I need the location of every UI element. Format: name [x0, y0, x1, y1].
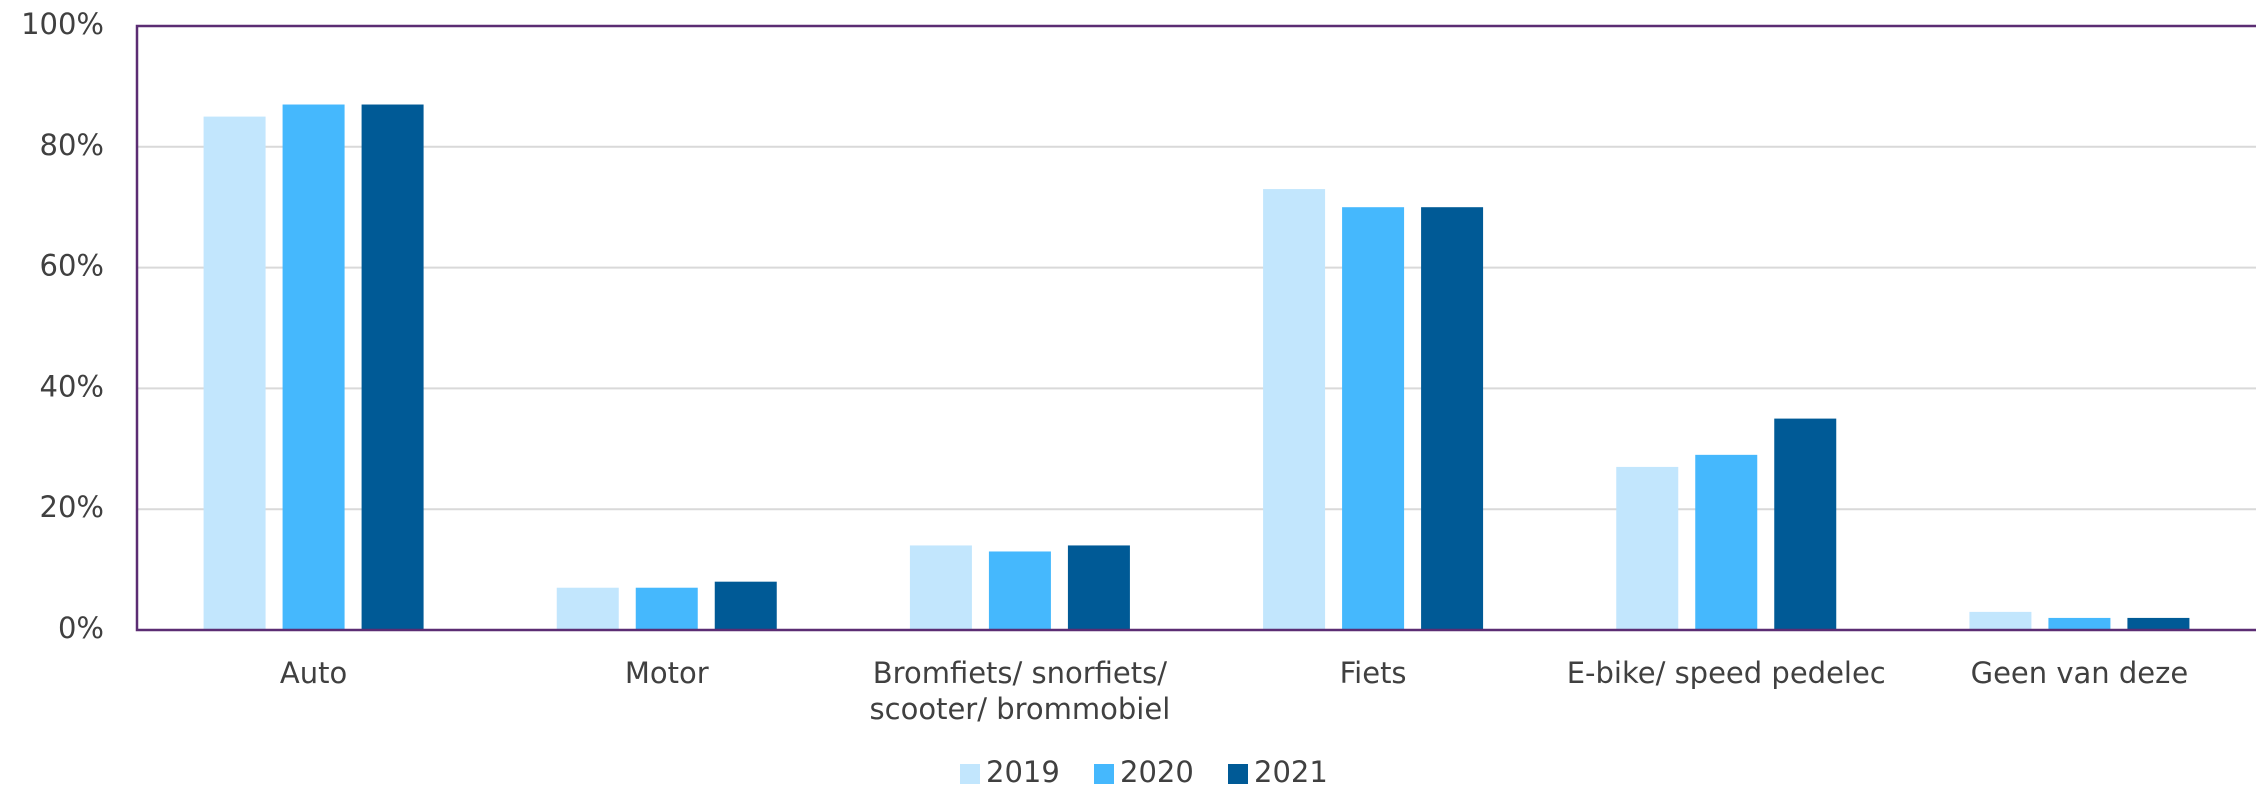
y-tick-label: 100% [21, 7, 104, 41]
bar [1969, 611, 2032, 630]
y-tick-label: 0% [58, 611, 104, 645]
bar [1774, 418, 1837, 630]
x-tick-label: Auto [279, 656, 348, 690]
bar [635, 587, 698, 630]
plot-border [135, 24, 2256, 632]
bar [909, 545, 972, 630]
y-tick-label: 60% [40, 249, 104, 283]
bar [2127, 617, 2190, 630]
bar [2048, 617, 2111, 630]
bar [1695, 454, 1758, 630]
legend-swatch [1094, 764, 1114, 784]
x-tick-label: Geen van deze [1970, 656, 2189, 690]
bar [1616, 466, 1679, 630]
y-tick-label: 40% [40, 369, 104, 403]
x-tick-label: Fiets [1339, 656, 1407, 690]
legend-label: 2019 [986, 755, 1060, 789]
bar [714, 581, 777, 630]
y-tick-label: 20% [40, 490, 104, 524]
bar [988, 551, 1051, 630]
legend-swatch [1228, 764, 1248, 784]
bar [1067, 545, 1130, 630]
legend-label: 2020 [1120, 755, 1194, 789]
x-tick-label: E-bike/ speed pedelec [1566, 656, 1886, 690]
legend-swatch [960, 764, 980, 784]
bar [1421, 207, 1484, 630]
bar [203, 116, 266, 631]
bar [361, 104, 424, 630]
bar [1263, 189, 1326, 630]
legend-label: 2021 [1254, 755, 1328, 789]
y-tick-label: 80% [40, 128, 104, 162]
bar [282, 104, 345, 630]
x-tick-label: Bromfiets/ snorfiets/ scooter/ brommobie… [869, 656, 1171, 726]
bar [1342, 207, 1405, 630]
x-tick-label: Motor [624, 656, 709, 690]
bar [556, 587, 619, 630]
